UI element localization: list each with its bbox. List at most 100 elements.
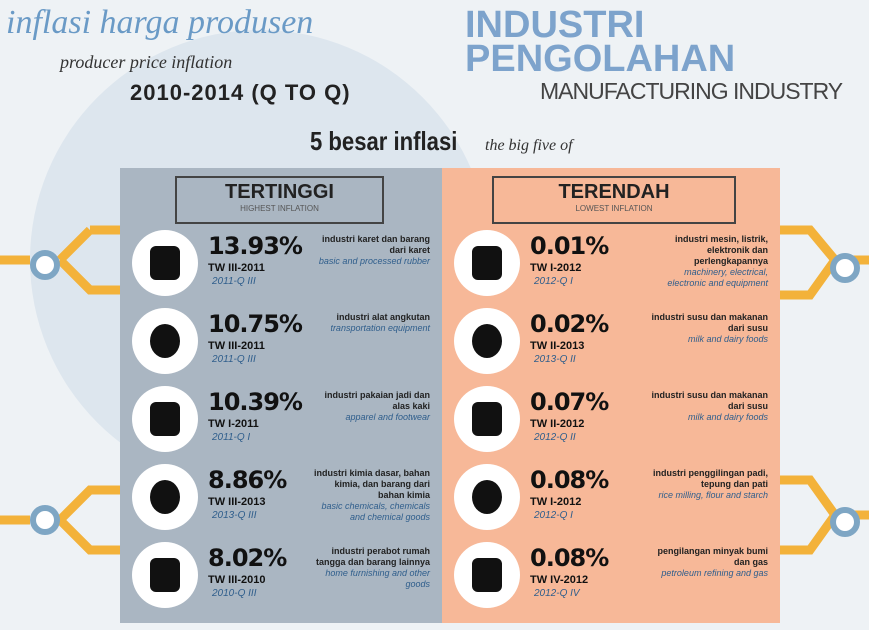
description: pengilangan minyak bumi dan gas petroleum… <box>648 546 768 579</box>
description: industri karet dan barang dari karet basi… <box>310 234 430 267</box>
period-en: 2013-Q II <box>534 354 576 365</box>
period: TW IV-2012 <box>530 574 589 586</box>
description-id: industri pakaian jadi dan alas kaki <box>324 390 430 411</box>
period-en: 2013-Q III <box>212 510 257 521</box>
inflation-value: 8.02% <box>208 544 287 572</box>
inflation-value: 10.75% <box>208 310 303 338</box>
period-en: 2012-Q I <box>534 276 573 287</box>
description: industri perabot rumah tangga dan barang… <box>310 546 430 590</box>
item: 10.75% TW III-2011 2011-Q III industri alat… <box>132 304 434 378</box>
description: industri pakaian jadi dan alas kaki appar… <box>310 390 430 423</box>
description-id: industri kimia dasar, bahan kimia, dan b… <box>313 468 430 500</box>
item: 8.86% TW III-2013 2013-Q III industri kimia… <box>132 460 434 534</box>
icon <box>132 308 198 374</box>
description-id: industri susu dan makanan dari susu <box>651 312 768 333</box>
period-en: 2011-Q III <box>212 276 256 287</box>
icon <box>132 542 198 608</box>
icon-glyph <box>472 246 502 280</box>
item: 8.02% TW III-2010 2010-Q III industri perab… <box>132 538 434 612</box>
inflation-value: 8.86% <box>208 466 287 494</box>
inflation-value: 0.07% <box>530 388 609 416</box>
inflation-value: 10.39% <box>208 388 303 416</box>
period: 2010-2014 (Q TO Q) <box>130 80 351 105</box>
panel-header: TERENDAH LOWEST INFLATION <box>492 176 736 224</box>
inflation-value: 0.01% <box>530 232 609 260</box>
period-en: 2011-Q I <box>212 432 251 443</box>
description-id: industri mesin, listrik, elektronik dan … <box>674 234 768 266</box>
panel-subtitle: HIGHEST INFLATION <box>240 204 319 213</box>
icon-glyph <box>150 480 180 514</box>
icon <box>132 386 198 452</box>
panel: TERENDAH LOWEST INFLATION 0.01% TW I-2012 20… <box>442 168 780 623</box>
description-id: industri susu dan makanan dari susu <box>651 390 768 411</box>
icon-glyph <box>150 324 180 358</box>
description-en: basic and processed rubber <box>318 256 430 266</box>
period: TW I-2011 <box>208 418 259 430</box>
description-id: industri alat angkutan <box>336 312 430 322</box>
description-id: pengilangan minyak bumi dan gas <box>657 546 768 567</box>
item: 13.93% TW III-2011 2011-Q III industri kare… <box>132 226 434 300</box>
description: industri kimia dasar, bahan kimia, dan b… <box>310 468 430 523</box>
icon <box>454 464 520 530</box>
sector-line2: PENGOLAHAN <box>465 38 736 80</box>
icon-glyph <box>150 246 180 280</box>
item: 10.39% TW I-2011 2011-Q I industri pakaian … <box>132 382 434 456</box>
period: TW III-2011 <box>208 262 265 274</box>
description-en: home furnishing and other goods <box>325 568 430 589</box>
description-en: apparel and footwear <box>345 412 430 422</box>
item: 0.07% TW II-2012 2012-Q II industri susu da… <box>454 382 772 456</box>
description-en: milk and dairy foods <box>687 334 768 344</box>
heading: 5 besar inflasi <box>310 126 458 156</box>
description-id: industri penggilingan padi, tepung dan p… <box>653 468 768 489</box>
period: TW III-2013 <box>208 496 266 508</box>
icon-glyph <box>472 480 502 514</box>
panel-header: TERTINGGI HIGHEST INFLATION <box>175 176 384 224</box>
icon <box>454 386 520 452</box>
icon <box>454 230 520 296</box>
period-en: 2012-Q IV <box>534 588 580 599</box>
description: industri mesin, listrik, elektronik dan … <box>648 234 768 289</box>
period-en: 2012-Q I <box>534 510 573 521</box>
description: industri susu dan makanan dari susu milk … <box>648 390 768 423</box>
item: 0.08% TW IV-2012 2012-Q IV pengilangan miny… <box>454 538 772 612</box>
sector-en: MANUFACTURING INDUSTRY <box>540 78 843 104</box>
icon <box>454 542 520 608</box>
icon <box>132 464 198 530</box>
icon <box>132 230 198 296</box>
script-subtitle: producer price inflation <box>60 52 233 72</box>
period: TW II-2012 <box>530 418 585 430</box>
panel-title: TERTINGGI <box>225 181 334 203</box>
icon-glyph <box>150 558 180 592</box>
period: TW III-2010 <box>208 574 266 586</box>
period-en: 2010-Q III <box>212 588 257 599</box>
script-title: inflasi harga produsen <box>6 4 314 41</box>
inflation-value: 0.02% <box>530 310 609 338</box>
description-en: milk and dairy foods <box>687 412 768 422</box>
icon-glyph <box>472 402 502 436</box>
description: industri penggilingan padi, tepung dan p… <box>648 468 768 501</box>
period: TW III-2011 <box>208 340 265 352</box>
description-en: rice milling, flour and starch <box>658 490 768 500</box>
inflation-value: 0.08% <box>530 466 609 494</box>
icon-glyph <box>472 558 502 592</box>
item: 0.08% TW I-2012 2012-Q I industri penggilin… <box>454 460 772 534</box>
period: TW I-2012 <box>530 496 582 508</box>
description-id: industri perabot rumah tangga dan barang… <box>315 546 430 567</box>
sector-line1: INDUSTRI <box>465 4 645 46</box>
period: TW II-2013 <box>530 340 585 352</box>
panel: TERTINGGI HIGHEST INFLATION 13.93% TW III-2… <box>120 168 442 623</box>
period-en: 2012-Q II <box>534 432 576 443</box>
item: 0.01% TW I-2012 2012-Q I industri mesin, li… <box>454 226 772 300</box>
description: industri susu dan makanan dari susu milk … <box>648 312 768 345</box>
item: 0.02% TW II-2013 2013-Q II industri susu da… <box>454 304 772 378</box>
description-id: industri karet dan barang dari karet <box>321 234 430 255</box>
description-en: petroleum refining and gas <box>661 568 768 578</box>
description-en: basic chemicals, chemicals and chemical … <box>321 501 430 522</box>
icon <box>454 308 520 374</box>
period-en: 2011-Q III <box>212 354 256 365</box>
description-en: machinery, electrical, electronic and eq… <box>667 267 768 288</box>
inflation-value: 13.93% <box>208 232 303 260</box>
heading-en: the big five of <box>485 137 573 154</box>
period: TW I-2012 <box>530 262 582 274</box>
